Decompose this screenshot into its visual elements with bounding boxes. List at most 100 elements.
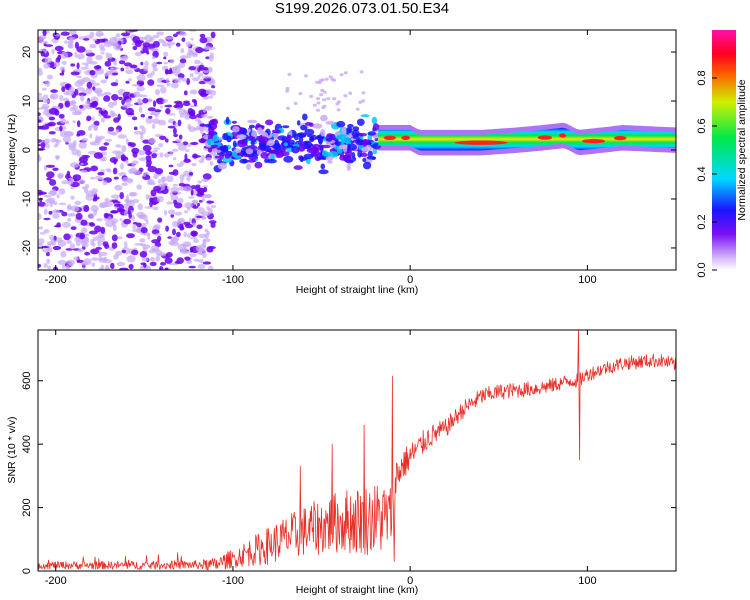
noise-blob bbox=[209, 160, 214, 166]
transition-blob bbox=[355, 138, 365, 146]
noise-blob bbox=[44, 203, 49, 207]
noise-blob bbox=[119, 218, 123, 221]
noise-blob bbox=[38, 92, 43, 97]
transition-blob bbox=[298, 144, 306, 152]
noise-blob bbox=[125, 69, 134, 75]
noise-blob bbox=[89, 70, 96, 76]
spectrogram-y-label: Frequency (Hz) bbox=[6, 114, 18, 186]
transition-blob bbox=[309, 94, 314, 98]
noise-blob bbox=[156, 97, 164, 103]
transition-blob bbox=[231, 120, 237, 124]
noise-blob bbox=[73, 256, 79, 261]
transition-blob bbox=[355, 107, 360, 111]
noise-blob bbox=[77, 79, 86, 85]
noise-blob bbox=[180, 223, 184, 230]
noise-blob bbox=[43, 229, 50, 234]
noise-blob bbox=[38, 263, 42, 268]
noise-blob bbox=[67, 41, 73, 48]
noise-blob bbox=[103, 40, 113, 48]
noise-blob bbox=[117, 37, 124, 42]
noise-blob bbox=[183, 158, 191, 163]
transition-blob bbox=[367, 150, 373, 158]
noise-blob bbox=[115, 129, 120, 134]
noise-blob bbox=[42, 30, 47, 37]
x-tick-label: 100 bbox=[578, 575, 596, 587]
noise-blob bbox=[54, 109, 60, 116]
noise-blob bbox=[80, 66, 89, 70]
noise-blob bbox=[198, 200, 203, 203]
signal-peak bbox=[559, 133, 567, 138]
noise-blob bbox=[58, 202, 67, 206]
noise-blob bbox=[119, 56, 128, 61]
noise-blob bbox=[152, 100, 157, 108]
noise-blob bbox=[88, 61, 98, 65]
noise-blob bbox=[91, 191, 97, 195]
noise-blob bbox=[120, 154, 126, 161]
noise-blob bbox=[100, 226, 106, 234]
noise-blob bbox=[87, 213, 95, 220]
transition-blob bbox=[318, 169, 329, 175]
noise-blob bbox=[173, 100, 183, 104]
noise-blob bbox=[153, 147, 160, 150]
noise-blob bbox=[105, 52, 110, 59]
noise-blob bbox=[81, 137, 89, 142]
noise-blob bbox=[103, 142, 110, 146]
noise-blob bbox=[188, 66, 196, 71]
noise-blob bbox=[181, 77, 188, 82]
noise-blob bbox=[198, 88, 207, 96]
noise-blob bbox=[140, 227, 148, 234]
noise-blob bbox=[111, 242, 118, 249]
transition-blob bbox=[298, 92, 303, 96]
noise-blob bbox=[48, 131, 56, 135]
transition-blob bbox=[311, 151, 321, 156]
noise-blob bbox=[38, 189, 43, 196]
noise-blob bbox=[67, 217, 72, 222]
noise-blob bbox=[172, 169, 179, 176]
noise-blob bbox=[78, 141, 87, 149]
noise-blob bbox=[166, 82, 171, 87]
noise-blob bbox=[192, 205, 199, 209]
signal-peak bbox=[401, 135, 411, 140]
noise-blob bbox=[63, 233, 71, 241]
noise-blob bbox=[47, 265, 52, 269]
noise-blob bbox=[173, 133, 179, 138]
noise-blob bbox=[49, 179, 57, 186]
noise-blob bbox=[139, 82, 145, 86]
transition-blob bbox=[217, 158, 222, 164]
noise-blob bbox=[68, 262, 74, 267]
transition-blob bbox=[246, 163, 252, 171]
noise-blob bbox=[74, 41, 79, 49]
noise-blob bbox=[131, 116, 138, 121]
transition-blob bbox=[247, 159, 256, 163]
noise-blob bbox=[83, 38, 90, 41]
noise-blob bbox=[123, 62, 132, 67]
transition-blob bbox=[291, 146, 300, 154]
noise-blob bbox=[203, 45, 211, 51]
noise-blob bbox=[142, 45, 149, 54]
noise-blob bbox=[154, 109, 162, 113]
noise-blob bbox=[76, 46, 86, 53]
noise-blob bbox=[178, 186, 187, 191]
noise-blob bbox=[103, 91, 112, 96]
noise-blob bbox=[79, 156, 88, 163]
noise-blob bbox=[60, 250, 67, 258]
transition-blob bbox=[214, 149, 222, 153]
noise-blob bbox=[188, 196, 195, 199]
noise-blob bbox=[142, 244, 151, 249]
transition-blob bbox=[362, 157, 367, 163]
noise-blob bbox=[39, 197, 43, 203]
noise-blob bbox=[185, 149, 190, 153]
noise-blob bbox=[57, 175, 62, 179]
noise-blob bbox=[197, 264, 206, 269]
noise-blob bbox=[191, 162, 197, 167]
noise-blob bbox=[93, 236, 98, 242]
noise-blob bbox=[157, 252, 167, 257]
noise-blob bbox=[50, 89, 58, 93]
noise-blob bbox=[192, 199, 199, 205]
noise-blob bbox=[160, 105, 164, 109]
transition-blob bbox=[325, 120, 335, 125]
noise-blob bbox=[56, 139, 62, 143]
noise-blob bbox=[114, 184, 123, 191]
noise-blob bbox=[50, 239, 57, 246]
noise-blob bbox=[190, 185, 198, 190]
